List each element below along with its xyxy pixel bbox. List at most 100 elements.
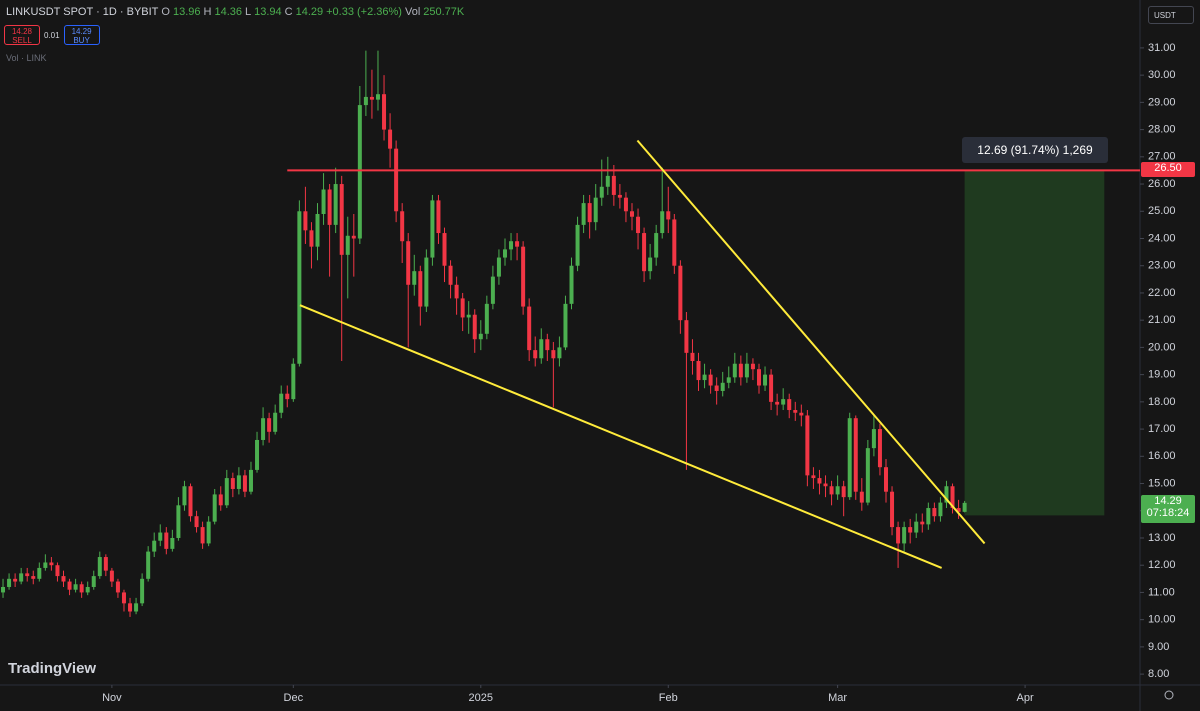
candle-body xyxy=(817,478,822,484)
candle-body xyxy=(466,314,471,318)
candle-body xyxy=(950,486,955,509)
candle-body xyxy=(158,532,163,541)
candle-body xyxy=(242,475,247,492)
candle-body xyxy=(146,551,151,579)
candle-body xyxy=(920,521,925,525)
ohlc-item: 14.29 xyxy=(295,6,324,18)
candle-body xyxy=(714,385,719,391)
buy-button[interactable]: 14.29 BUY xyxy=(63,25,100,45)
candle-body xyxy=(103,557,108,571)
y-tick-label: 27.00 xyxy=(1148,151,1176,163)
candle-body xyxy=(484,303,489,334)
candle-body xyxy=(442,233,447,266)
candle-body xyxy=(629,211,634,217)
position-label: 12.69 (91.74%) 1,269 xyxy=(962,137,1108,163)
candle-body xyxy=(478,333,483,340)
spread: 0.01 xyxy=(44,30,60,40)
candle-body xyxy=(744,363,749,378)
y-tick-label: 21.00 xyxy=(1148,314,1176,326)
y-tick-label: 29.00 xyxy=(1148,96,1176,108)
candle-body xyxy=(865,448,870,503)
y-tick-label: 9.00 xyxy=(1148,641,1169,653)
candle-body xyxy=(472,314,477,340)
y-tick-label: 30.00 xyxy=(1148,69,1176,81)
candle-body xyxy=(775,401,780,405)
y-tick-label: 22.00 xyxy=(1148,287,1176,299)
ohlc-item: O xyxy=(161,6,170,18)
price-label: 26.50 xyxy=(1141,162,1195,178)
candle-body xyxy=(297,211,302,364)
candle-body xyxy=(333,184,338,225)
candle-body xyxy=(908,527,913,533)
y-tick-label: 28.00 xyxy=(1148,124,1176,136)
candle-body xyxy=(291,363,296,400)
candle-body xyxy=(527,306,532,351)
y-tick-label: 15.00 xyxy=(1148,477,1176,489)
candle-body xyxy=(509,241,514,250)
price-label-time: 07:18:24 xyxy=(1146,506,1190,519)
candle-body xyxy=(43,562,48,568)
candle-body xyxy=(781,399,786,405)
candle-body xyxy=(611,175,616,195)
candle-body xyxy=(25,573,30,577)
y-tick-label: 18.00 xyxy=(1148,396,1176,408)
candle-body xyxy=(1,586,6,593)
candle-body xyxy=(67,581,72,590)
ohlc-item: 250.77K xyxy=(423,6,465,18)
candle-body xyxy=(708,374,713,386)
candle-body xyxy=(351,235,356,239)
candle-body xyxy=(19,573,24,582)
candle-body xyxy=(672,219,677,266)
candle-body xyxy=(515,241,520,247)
candle-body xyxy=(188,486,193,517)
candle-body xyxy=(660,211,665,234)
buy-price: 14.29 xyxy=(71,27,92,36)
sell-button[interactable]: 14.28 SELL xyxy=(4,25,40,45)
candle-body xyxy=(654,233,659,258)
candle-body xyxy=(79,584,84,593)
candle-body xyxy=(938,502,943,517)
price-label-text: 26.50 xyxy=(1154,162,1182,175)
candle-body xyxy=(436,200,441,234)
candle-body xyxy=(182,486,187,506)
candle-body xyxy=(394,148,399,212)
candle-body xyxy=(176,505,181,538)
y-tick-label: 26.00 xyxy=(1148,178,1176,190)
candle-body xyxy=(13,578,18,582)
y-tick-label: 20.00 xyxy=(1148,341,1176,353)
ohlc-item: 14.36 xyxy=(214,6,242,18)
candle-body xyxy=(406,241,411,285)
buy-label: BUY xyxy=(73,36,90,45)
candle-body xyxy=(400,211,405,242)
ohlc: O 13.96 H 14.36 L 13.94 C 14.29 +0.33 (+2.36%) Vo… xyxy=(161,6,467,18)
candle-body xyxy=(212,494,217,522)
candle-body xyxy=(206,521,211,544)
candle-body xyxy=(599,186,604,198)
candle-body xyxy=(605,175,610,187)
candle-body xyxy=(236,475,241,489)
currency-select[interactable]: USDT xyxy=(1148,6,1194,24)
ohlc-item: +0.33 (+2.36%) xyxy=(326,6,402,18)
candle-body xyxy=(170,537,175,549)
candle-body xyxy=(835,486,840,495)
y-tick-label: 8.00 xyxy=(1148,668,1169,680)
ohlc-item: 13.96 xyxy=(172,6,201,18)
y-tick-label: 13.00 xyxy=(1148,532,1176,544)
candle-body xyxy=(61,576,66,582)
candle-body xyxy=(738,363,743,378)
candle-body xyxy=(91,576,96,587)
candle-body xyxy=(218,494,223,506)
candle-body xyxy=(926,508,931,525)
candle-body xyxy=(382,94,387,130)
candle-body xyxy=(140,578,145,604)
candle-body xyxy=(49,562,54,566)
candle-body xyxy=(230,478,235,489)
x-tick-label: Nov xyxy=(102,692,122,704)
candle-body xyxy=(581,203,586,225)
candle-body xyxy=(563,303,568,348)
candle-body xyxy=(285,393,290,400)
candle-body xyxy=(684,320,689,353)
trade-panel: 14.28 SELL 0.01 14.29 BUY xyxy=(4,25,100,45)
